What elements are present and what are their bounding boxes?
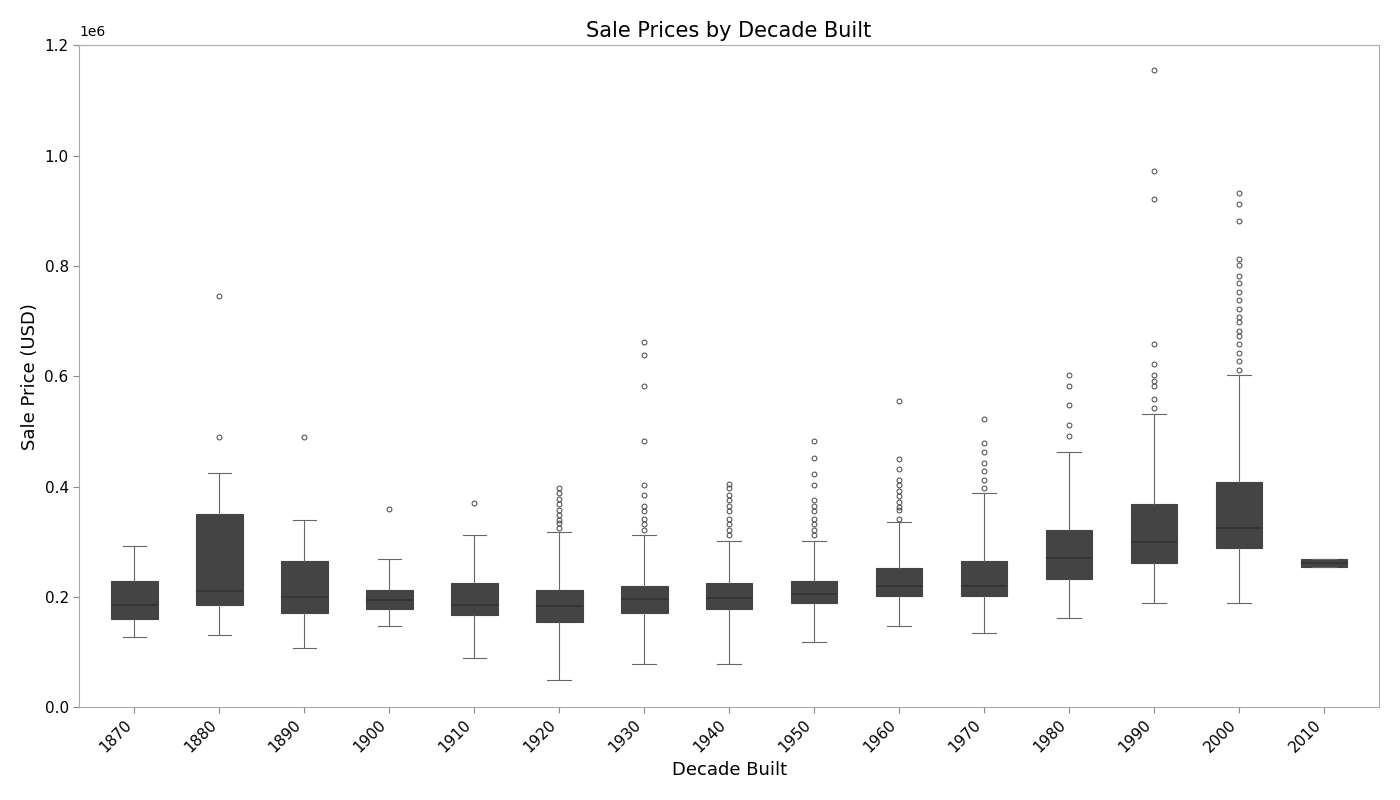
PathPatch shape (1301, 559, 1347, 566)
PathPatch shape (960, 561, 1008, 596)
PathPatch shape (620, 586, 668, 614)
PathPatch shape (365, 590, 413, 609)
PathPatch shape (706, 583, 752, 609)
PathPatch shape (281, 561, 328, 614)
Y-axis label: Sale Price (USD): Sale Price (USD) (21, 302, 39, 450)
PathPatch shape (196, 514, 242, 605)
PathPatch shape (1131, 504, 1177, 562)
PathPatch shape (791, 582, 837, 603)
Title: Sale Prices by Decade Built: Sale Prices by Decade Built (587, 21, 872, 41)
PathPatch shape (536, 590, 582, 622)
Text: 1e6: 1e6 (78, 25, 105, 38)
PathPatch shape (1046, 530, 1092, 579)
PathPatch shape (1215, 482, 1263, 548)
PathPatch shape (875, 568, 923, 596)
PathPatch shape (111, 582, 158, 619)
PathPatch shape (451, 583, 497, 614)
X-axis label: Decade Built: Decade Built (672, 761, 787, 779)
